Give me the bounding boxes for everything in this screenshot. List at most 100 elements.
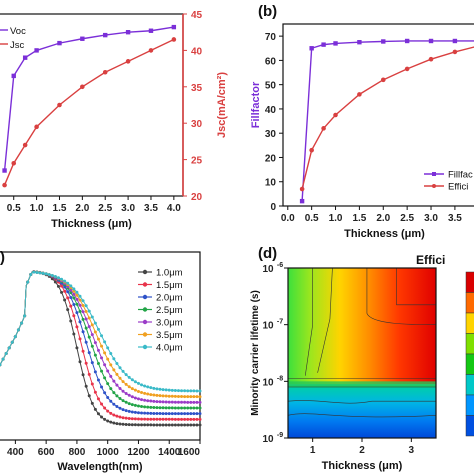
legend-label: 1.0μm xyxy=(156,268,183,279)
plot-frame-c xyxy=(0,251,201,441)
data-point xyxy=(84,310,88,314)
data-point xyxy=(140,411,144,415)
data-point xyxy=(158,400,162,404)
data-point xyxy=(7,346,11,350)
data-point xyxy=(69,319,73,323)
data-point xyxy=(186,406,190,410)
data-point xyxy=(171,37,177,42)
data-point xyxy=(183,389,187,393)
data-point xyxy=(118,406,122,410)
data-point xyxy=(69,288,73,292)
data-point xyxy=(195,395,199,399)
data-point xyxy=(155,417,159,421)
data-point xyxy=(180,417,184,421)
data-point xyxy=(11,73,16,79)
data-point xyxy=(96,397,100,401)
data-point xyxy=(133,423,137,427)
plot-frame-b xyxy=(282,23,474,207)
data-point xyxy=(127,375,131,379)
colorbar-swatch xyxy=(465,271,474,293)
y-tick-exponent: -7 xyxy=(277,319,283,326)
data-point xyxy=(53,280,57,284)
data-point xyxy=(78,320,82,324)
data-point xyxy=(109,363,113,367)
data-point xyxy=(100,385,104,389)
x-tick-label: 0.5 xyxy=(305,213,319,224)
data-point xyxy=(69,284,73,288)
panel-label-c: ) xyxy=(0,249,5,266)
data-point xyxy=(130,395,134,399)
data-point xyxy=(96,348,100,352)
x-axis-label: Thickness (μm) xyxy=(322,460,403,472)
colorbar-swatch xyxy=(465,333,474,355)
x-axis-label: Wavelength(nm) xyxy=(57,461,142,473)
legend-marker xyxy=(142,307,148,312)
series-line-voc xyxy=(3,26,174,171)
data-point xyxy=(173,417,177,421)
data-point xyxy=(404,38,410,44)
data-point xyxy=(125,30,131,35)
legend-marker xyxy=(432,184,436,188)
data-point xyxy=(136,389,140,393)
data-point xyxy=(118,386,122,390)
data-point xyxy=(176,406,180,410)
data-point xyxy=(90,323,94,327)
data-point xyxy=(84,384,88,388)
data-point xyxy=(127,402,131,406)
data-point xyxy=(152,411,156,415)
colorbar-swatch xyxy=(465,292,474,314)
data-point xyxy=(186,395,190,399)
data-point xyxy=(103,391,107,395)
y2-tick-label: 45 xyxy=(191,10,203,21)
x-tick-label: 3.0 xyxy=(121,203,135,214)
x-tick-label: 2 xyxy=(359,445,365,456)
data-point xyxy=(34,48,39,53)
data-point xyxy=(146,385,150,389)
data-point xyxy=(183,423,187,427)
data-point xyxy=(152,386,156,390)
data-point xyxy=(143,398,147,402)
data-point xyxy=(81,299,85,303)
data-point xyxy=(118,422,122,426)
data-point xyxy=(103,32,108,38)
y-tick-label: 30 xyxy=(265,129,277,140)
data-point xyxy=(90,315,94,319)
data-point xyxy=(100,415,104,419)
data-point xyxy=(158,423,162,427)
data-point xyxy=(195,389,199,393)
data-point xyxy=(152,417,156,421)
data-point xyxy=(10,340,14,344)
data-point xyxy=(106,396,110,400)
data-point xyxy=(149,386,153,390)
data-point xyxy=(96,412,100,416)
data-point xyxy=(133,403,137,407)
data-point xyxy=(80,36,85,41)
y-tick-label: 40 xyxy=(265,105,277,116)
data-point xyxy=(309,46,314,51)
data-point xyxy=(186,417,190,421)
data-point xyxy=(109,399,113,403)
data-point xyxy=(146,423,150,427)
y-tick-label: 60 xyxy=(265,56,277,67)
data-point xyxy=(309,147,314,153)
data-point xyxy=(404,66,410,72)
y-tick-label: 10 xyxy=(262,377,274,388)
data-point xyxy=(72,289,76,293)
contour-line xyxy=(304,268,313,376)
data-point xyxy=(130,403,134,407)
data-point xyxy=(167,388,171,392)
x-tick-label: 2.0 xyxy=(75,203,89,214)
data-point xyxy=(357,40,362,45)
data-point xyxy=(164,388,168,392)
data-point xyxy=(140,417,144,421)
data-point xyxy=(176,400,180,404)
data-point xyxy=(90,382,94,386)
data-point xyxy=(78,360,82,364)
data-point xyxy=(87,316,91,320)
data-point xyxy=(96,362,100,366)
data-point xyxy=(75,346,79,350)
data-point xyxy=(96,327,100,331)
data-point xyxy=(180,406,184,410)
data-point xyxy=(146,411,150,415)
